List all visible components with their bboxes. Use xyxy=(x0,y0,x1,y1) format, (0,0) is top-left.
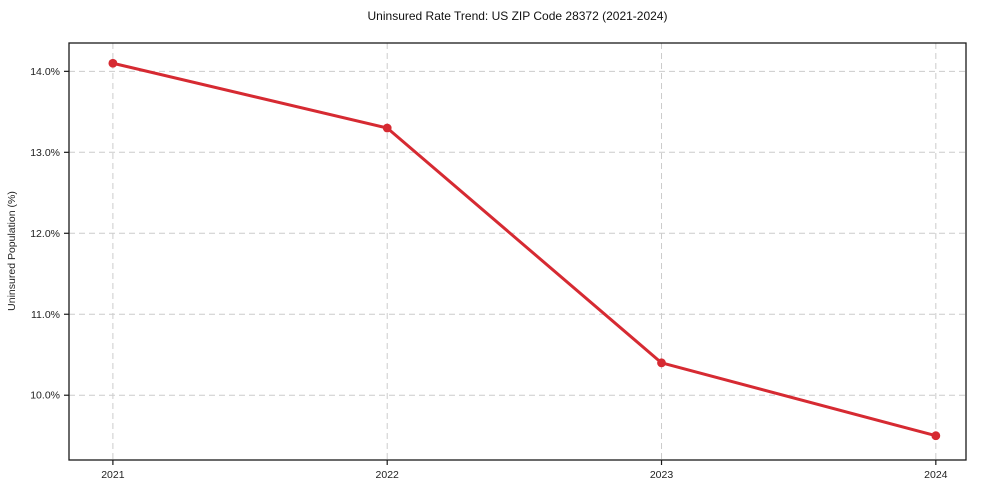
data-point xyxy=(931,431,941,441)
y-tick-label: 11.0% xyxy=(31,309,60,321)
data-point xyxy=(108,58,118,68)
x-tick-label: 2024 xyxy=(924,469,948,481)
plot-frame xyxy=(68,42,967,461)
x-tick-label: 2023 xyxy=(650,469,674,481)
chart-title: Uninsured Rate Trend: US ZIP Code 28372 … xyxy=(367,9,668,23)
x-tick-label: 2022 xyxy=(376,469,400,481)
y-tick-label: 14.0% xyxy=(30,66,60,78)
trend-line xyxy=(111,61,938,438)
data-point xyxy=(382,123,392,133)
y-tick-label: 12.0% xyxy=(30,228,60,240)
x-tick-label: 2021 xyxy=(101,469,125,481)
data-point xyxy=(657,358,666,368)
y-tick-label: 13.0% xyxy=(30,147,60,159)
y-tick-label: 10.0% xyxy=(30,390,60,402)
